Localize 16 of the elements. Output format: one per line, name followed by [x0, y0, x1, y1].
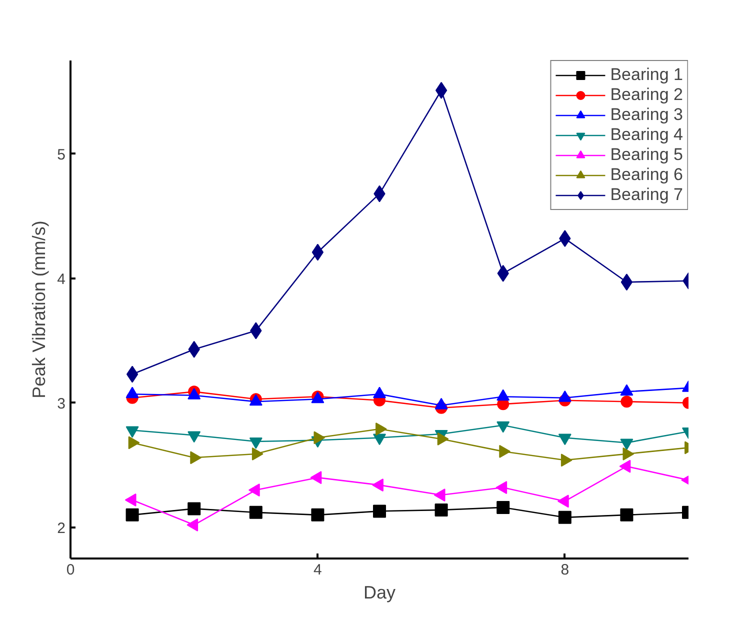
- y-tick-label: 3: [57, 395, 66, 412]
- y-axis-title: Peak Vibration (mm/s): [29, 220, 50, 398]
- legend-label: Bearing 4: [610, 125, 683, 145]
- legend-label: Bearing 3: [610, 105, 683, 125]
- y-tick-label: 2: [57, 520, 66, 537]
- legend-label: Bearing 7: [610, 185, 683, 205]
- legend-label: Bearing 1: [610, 65, 683, 85]
- legend-label: Bearing 6: [610, 165, 683, 185]
- x-tick-label: 8: [560, 562, 570, 578]
- legend-label: Bearing 5: [610, 145, 683, 165]
- y-tick-label: 4: [57, 270, 66, 288]
- legend-label: Bearing 2: [610, 85, 683, 105]
- x-axis-title: Day: [363, 582, 396, 602]
- x-tick-label: 0: [66, 562, 75, 578]
- y-tick-label: 5: [57, 146, 66, 164]
- x-tick-label: 4: [314, 562, 322, 578]
